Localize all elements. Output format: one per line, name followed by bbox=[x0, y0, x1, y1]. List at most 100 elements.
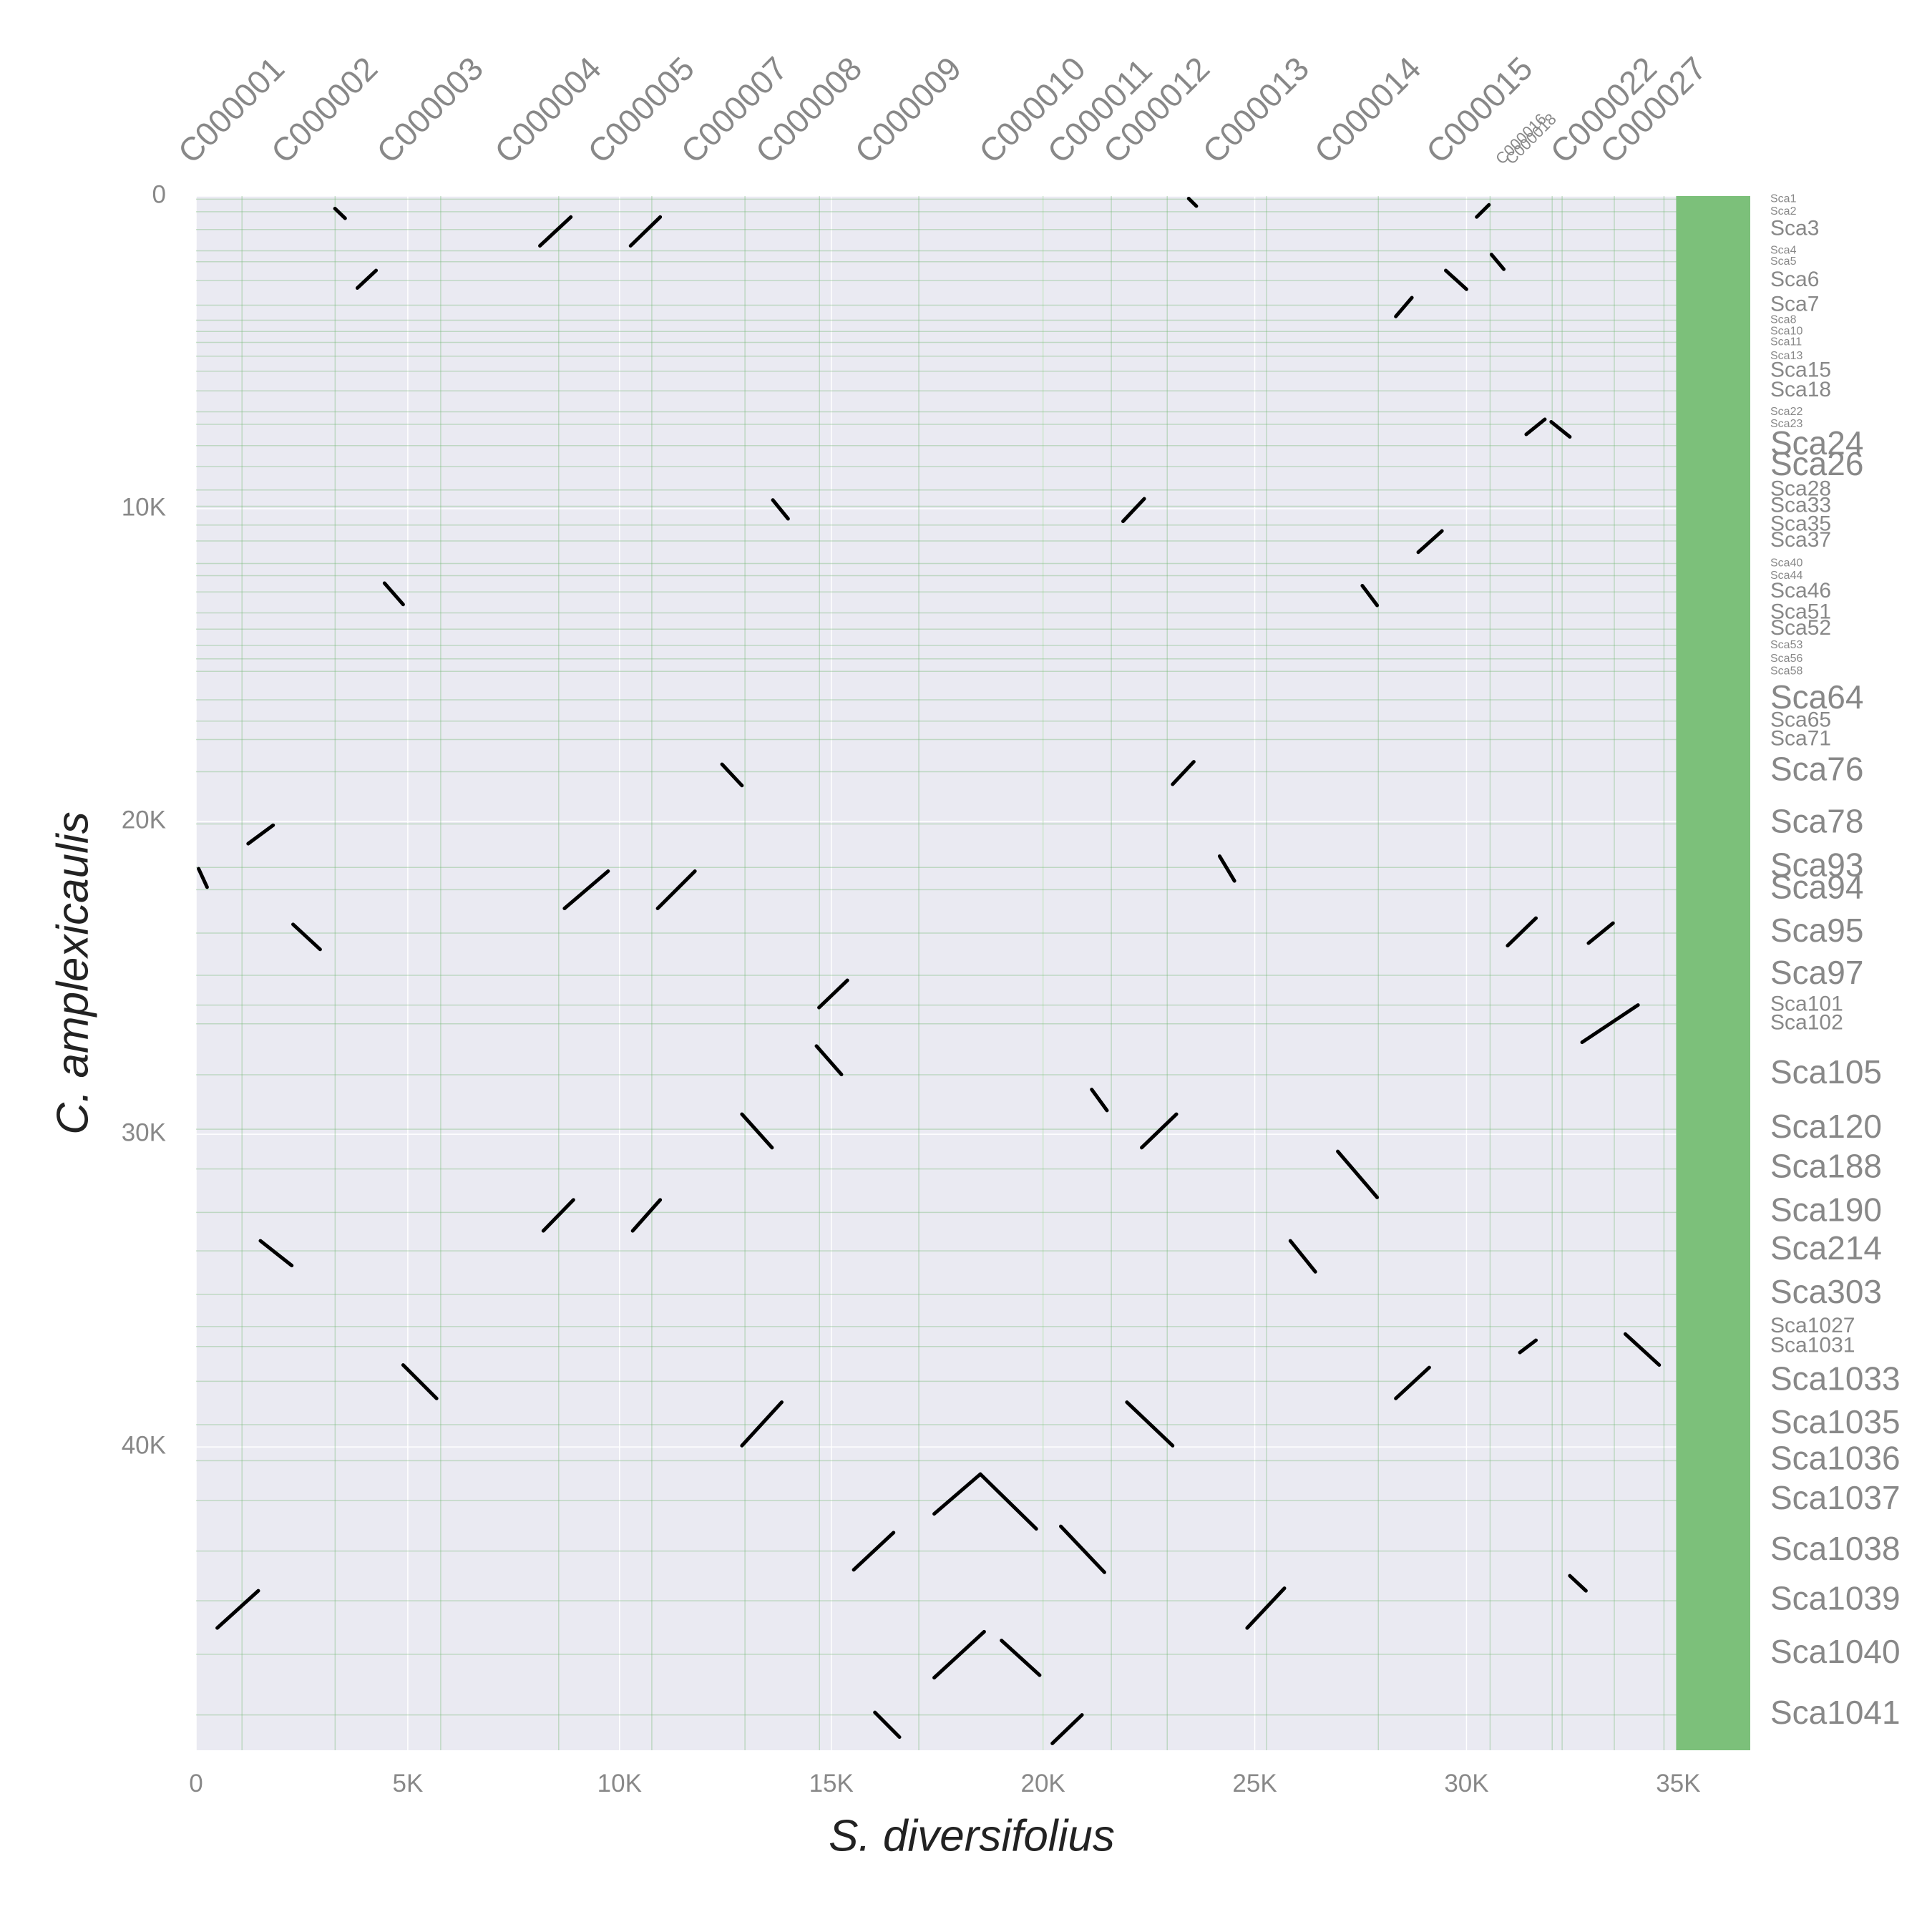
y-contig-label: Sca2 bbox=[1770, 205, 1797, 218]
alignment-segment bbox=[873, 1710, 902, 1740]
y-contig-label: Sca6 bbox=[1770, 268, 1819, 291]
x-tick-label: 20K bbox=[1021, 1770, 1065, 1797]
alignment-segment bbox=[1059, 1524, 1106, 1574]
alignment-segment bbox=[1580, 1003, 1640, 1045]
alignment-segment bbox=[1121, 497, 1146, 524]
y-contig-label: Sca94 bbox=[1770, 868, 1863, 905]
alignment-segment bbox=[1524, 417, 1547, 436]
y-contig-label: Sca93 bbox=[1770, 846, 1863, 883]
y-contig-label: Sca24 bbox=[1770, 424, 1863, 462]
alignment-segment bbox=[655, 869, 697, 911]
alignment-segment bbox=[1050, 1713, 1084, 1745]
alignment-segment bbox=[1186, 196, 1199, 208]
alignment-segment bbox=[1217, 854, 1236, 883]
y-contig-label: Sca52 bbox=[1770, 616, 1831, 640]
y-contig-label: Sca65 bbox=[1770, 708, 1831, 732]
y-contig-label: Sca78 bbox=[1770, 803, 1863, 840]
y-contig-label: Sca44 bbox=[1770, 570, 1802, 582]
y-contig-label: Sca37 bbox=[1770, 528, 1831, 552]
alignment-segment bbox=[932, 1472, 982, 1516]
y-tick-label: 20K bbox=[122, 806, 166, 834]
alignment-segment bbox=[1140, 1112, 1179, 1150]
alignment-segment bbox=[771, 498, 790, 521]
y-contig-label: Sca51 bbox=[1770, 600, 1831, 623]
alignment-segment bbox=[1416, 529, 1444, 555]
y-contig-label: Sca1037 bbox=[1770, 1479, 1901, 1516]
y-contig-label: Sca35 bbox=[1770, 512, 1831, 536]
y-contig-label: Sca1033 bbox=[1770, 1360, 1901, 1397]
alignment-segment bbox=[382, 581, 405, 607]
y-contig-label: Sca4 bbox=[1770, 245, 1797, 257]
x-tick-label: 30K bbox=[1444, 1770, 1488, 1797]
alignment-segment bbox=[1125, 1400, 1175, 1448]
y-contig-label: Sca120 bbox=[1770, 1108, 1882, 1145]
y-contig-label: Sca1041 bbox=[1770, 1694, 1901, 1731]
alignment-segment bbox=[291, 922, 322, 952]
x-tick-label: 35K bbox=[1656, 1770, 1700, 1797]
alignment-segment bbox=[246, 823, 275, 846]
y-contig-label: Sca101 bbox=[1770, 992, 1843, 1015]
x-tick-label: 0 bbox=[189, 1770, 203, 1797]
x-contig-label: C000014 bbox=[1307, 49, 1428, 170]
alignment-segment bbox=[1623, 1332, 1662, 1367]
alignment-segment bbox=[1336, 1149, 1380, 1199]
y-contig-label: Sca58 bbox=[1770, 665, 1802, 677]
alignment-segment bbox=[720, 762, 744, 788]
y-contig-label: Sca26 bbox=[1770, 445, 1863, 482]
y-contig-label: Sca102 bbox=[1770, 1011, 1843, 1035]
x-axis-title: S. diversifolius bbox=[829, 1811, 1115, 1860]
alignment-segment bbox=[932, 1629, 986, 1680]
y-contig-label: Sca71 bbox=[1770, 726, 1831, 750]
x-contig-label: C000003 bbox=[369, 49, 490, 170]
y-contig-label: Sca303 bbox=[1770, 1273, 1882, 1310]
y-contig-label: Sca40 bbox=[1770, 557, 1802, 570]
y-contig-label: Sca56 bbox=[1770, 653, 1802, 665]
y-contig-label: Sca28 bbox=[1770, 477, 1831, 501]
alignment-segment bbox=[814, 1044, 844, 1077]
y-contig-label: Sca188 bbox=[1770, 1148, 1882, 1185]
y-contig-label: Sca214 bbox=[1770, 1229, 1882, 1267]
x-tick-label: 10K bbox=[597, 1770, 642, 1797]
alignment-segment bbox=[978, 1472, 1038, 1531]
x-contig-label: C000013 bbox=[1195, 49, 1316, 170]
alignment-segment bbox=[538, 215, 573, 248]
alignment-segment bbox=[1245, 1586, 1287, 1630]
y-contig-label: Sca10 bbox=[1770, 325, 1802, 337]
y-contig-label: Sca1039 bbox=[1770, 1579, 1901, 1616]
y-contig-label: Sca1038 bbox=[1770, 1530, 1901, 1567]
alignment-segment bbox=[1475, 203, 1491, 219]
alignment-segment bbox=[1171, 760, 1196, 786]
alignment-segment bbox=[541, 1198, 575, 1233]
alignment-segment bbox=[630, 1198, 663, 1233]
y-contig-label: Sca15 bbox=[1770, 358, 1831, 382]
y-contig-label: Sca64 bbox=[1770, 678, 1863, 716]
y-contig-label: Sca1031 bbox=[1770, 1334, 1855, 1357]
alignment-segment bbox=[628, 215, 663, 248]
y-contig-label: Sca105 bbox=[1770, 1053, 1882, 1091]
y-contig-label: Sca8 bbox=[1770, 314, 1797, 326]
y-contig-label: Sca1 bbox=[1770, 193, 1797, 205]
y-axis-title: C. amplexicaulis bbox=[48, 811, 97, 1134]
alignment-segment bbox=[401, 1363, 439, 1400]
y-contig-label: Sca22 bbox=[1770, 406, 1802, 418]
alignment-segment bbox=[1506, 916, 1538, 948]
alignment-segment bbox=[817, 978, 849, 1010]
y-contig-label: Sca18 bbox=[1770, 378, 1831, 401]
x-tick-label: 25K bbox=[1232, 1770, 1277, 1797]
x-tick-label: 15K bbox=[809, 1770, 854, 1797]
alignment-segment bbox=[258, 1239, 294, 1268]
alignment-segment bbox=[1568, 1574, 1588, 1593]
y-contig-label: Sca3 bbox=[1770, 217, 1819, 240]
alignment-segment bbox=[562, 869, 610, 911]
alignment-segment bbox=[740, 1400, 784, 1448]
alignment-segment bbox=[740, 1112, 774, 1150]
y-contig-label: Sca95 bbox=[1770, 912, 1863, 949]
alignment-segment bbox=[197, 867, 209, 889]
y-contig-label: Sca23 bbox=[1770, 418, 1802, 430]
alignment-segment bbox=[1586, 921, 1615, 945]
alignment-segment bbox=[1549, 420, 1572, 439]
x-contig-label: C000009 bbox=[847, 49, 968, 170]
alignment-segment bbox=[1288, 1239, 1317, 1274]
